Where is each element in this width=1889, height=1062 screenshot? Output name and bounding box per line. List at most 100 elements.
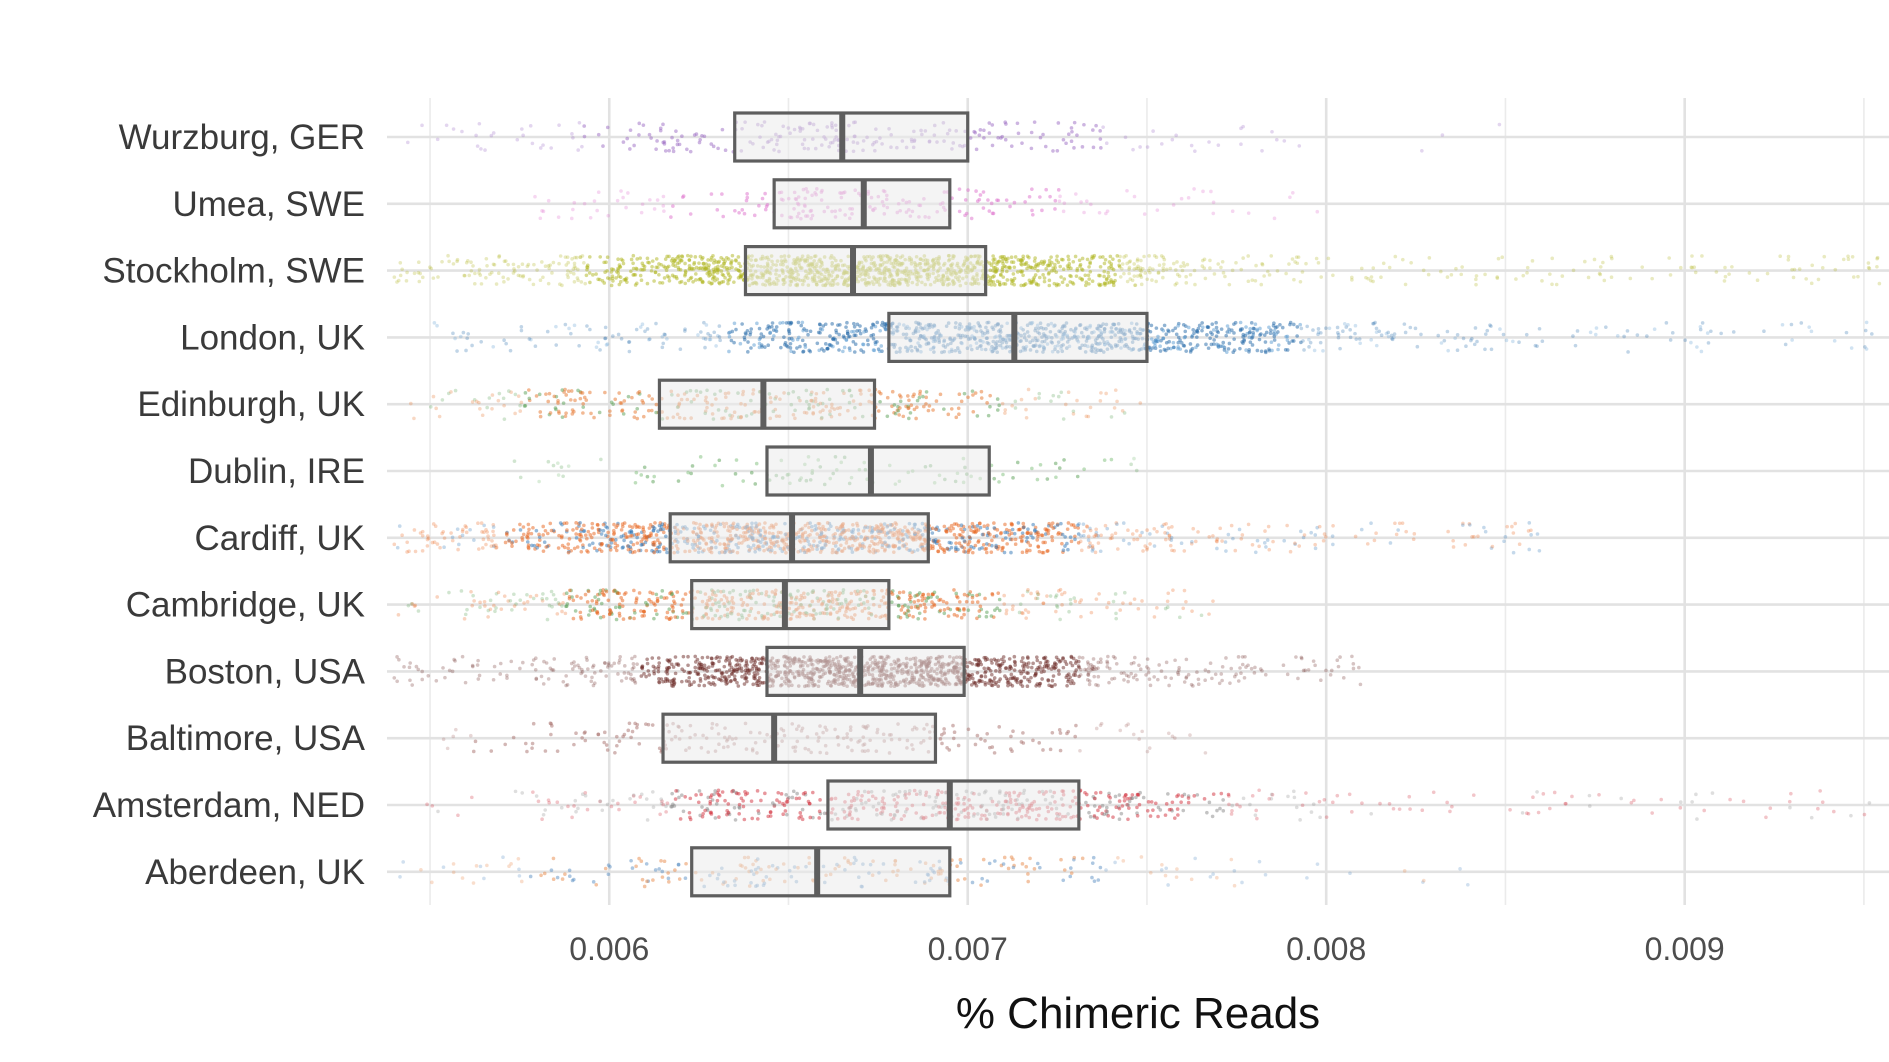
data-point: [1455, 348, 1460, 353]
data-point: [897, 393, 902, 397]
data-point: [1076, 541, 1081, 545]
data-point: [554, 407, 558, 412]
data-point: [741, 479, 745, 483]
data-point: [1291, 190, 1295, 195]
data-point: [634, 281, 639, 286]
data-point: [1125, 188, 1129, 193]
data-point: [1293, 541, 1297, 546]
data-point: [1063, 535, 1067, 539]
data-point: [655, 198, 660, 202]
data-point: [1005, 542, 1009, 546]
data-point: [1019, 257, 1023, 262]
data-point: [1015, 460, 1020, 465]
data-point: [1105, 526, 1110, 531]
data-point: [783, 340, 788, 345]
data-point: [1035, 538, 1040, 542]
data-point: [1037, 549, 1042, 554]
data-point: [733, 209, 737, 213]
data-point: [1316, 330, 1321, 335]
data-point: [583, 533, 588, 537]
data-point: [1379, 275, 1383, 280]
data-point: [1510, 524, 1514, 529]
data-point: [1461, 523, 1465, 527]
data-point: [957, 209, 962, 214]
data-point: [1113, 272, 1117, 277]
data-point: [471, 264, 475, 268]
data-point: [716, 146, 720, 151]
data-point: [575, 276, 580, 280]
data-point: [734, 259, 738, 263]
data-point: [627, 340, 631, 344]
data-point: [1193, 149, 1197, 153]
data-point: [718, 338, 722, 343]
data-point: [1033, 396, 1038, 401]
data-point: [494, 545, 499, 550]
data-point: [615, 523, 620, 528]
data-point: [546, 459, 551, 464]
data-point: [1182, 335, 1187, 340]
data-point: [1053, 461, 1058, 466]
data-point: [486, 608, 491, 613]
data-point: [468, 527, 472, 532]
data-point: [1331, 542, 1335, 547]
data-point: [1169, 535, 1174, 540]
data-point: [1041, 540, 1045, 545]
data-point: [1350, 275, 1354, 280]
data-point: [1103, 283, 1107, 287]
data-point: [845, 329, 850, 334]
data-point: [1727, 272, 1731, 276]
data-point: [1184, 349, 1188, 353]
data-point: [578, 255, 583, 259]
data-point: [1080, 256, 1085, 261]
data-point: [713, 278, 717, 283]
data-point: [1875, 256, 1879, 261]
data-point: [876, 409, 881, 413]
data-point: [1335, 325, 1340, 330]
data-point: [624, 535, 628, 540]
data-point: [982, 524, 987, 529]
data-point: [1155, 529, 1159, 534]
data-point: [1820, 265, 1825, 270]
data-point: [1664, 321, 1669, 325]
data-point: [1013, 406, 1018, 410]
data-point: [828, 334, 832, 338]
data-point: [560, 283, 564, 288]
data-point: [1445, 329, 1450, 334]
data-point: [1061, 548, 1066, 553]
data-point: [554, 324, 558, 329]
data-point: [1007, 528, 1012, 533]
data-point: [689, 254, 693, 259]
data-point: [614, 548, 619, 553]
data-point: [527, 277, 532, 282]
data-point: [557, 261, 561, 266]
data-point: [1268, 331, 1273, 336]
data-point: [1402, 322, 1407, 326]
data-point: [1031, 522, 1035, 527]
data-point: [1451, 545, 1456, 549]
data-point: [1202, 266, 1207, 270]
data-point: [1498, 327, 1502, 331]
data-point: [660, 522, 665, 527]
data-point: [661, 122, 665, 127]
data-point: [981, 206, 986, 210]
data-point: [1063, 402, 1068, 407]
data-point: [1786, 257, 1791, 262]
data-point: [615, 198, 620, 203]
data-point: [732, 321, 737, 326]
data-point: [549, 528, 554, 533]
data-point: [875, 320, 880, 325]
data-point: [543, 264, 548, 268]
data-point: [661, 194, 666, 199]
data-point: [665, 254, 669, 259]
data-point: [1482, 525, 1486, 530]
data-point: [1165, 531, 1170, 536]
data-point: [475, 144, 480, 148]
data-point: [1103, 257, 1108, 262]
data-point: [1192, 331, 1196, 335]
data-point: [1011, 272, 1016, 276]
data-point: [565, 272, 570, 277]
data-point: [504, 531, 509, 536]
data-point: [450, 535, 455, 540]
data-point: [491, 262, 496, 267]
data-point: [513, 392, 518, 397]
